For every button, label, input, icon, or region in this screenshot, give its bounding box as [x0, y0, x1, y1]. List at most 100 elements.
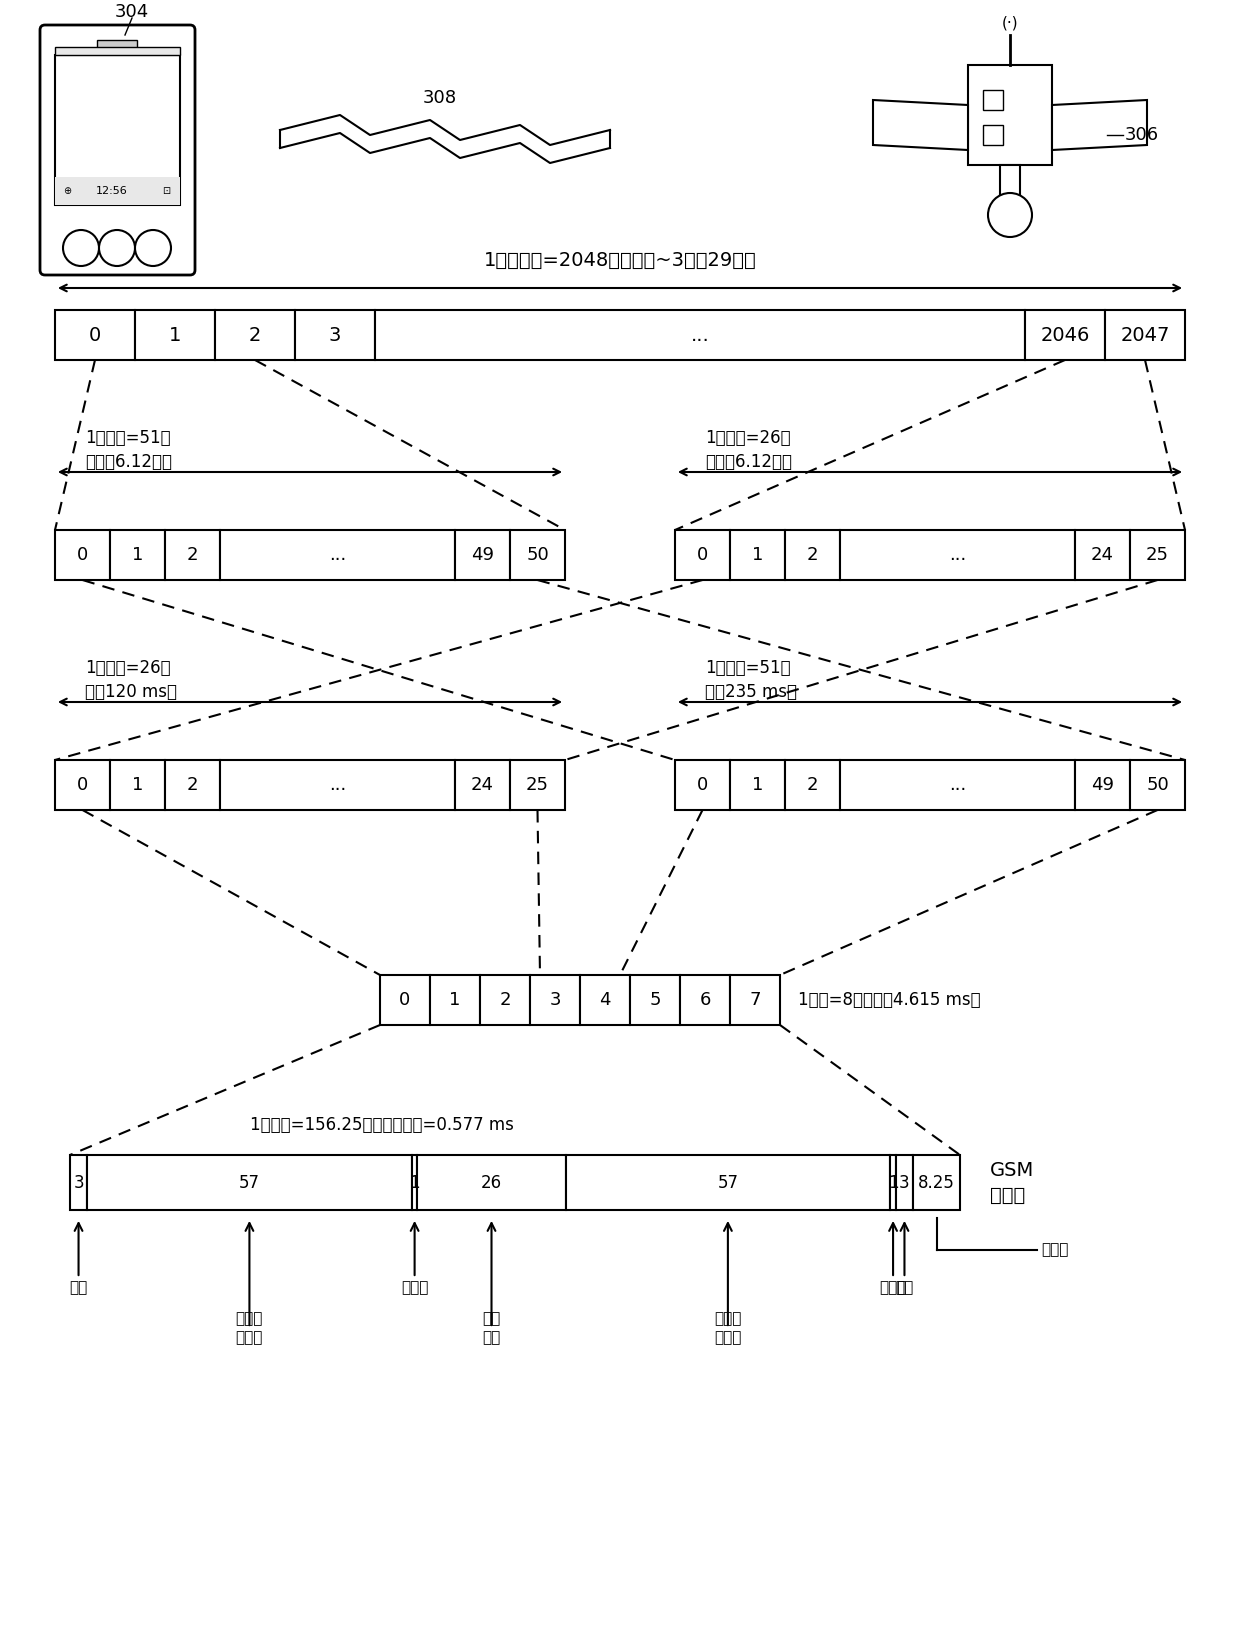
Bar [165, 530, 219, 580]
Text: 12:56: 12:56 [97, 187, 128, 196]
Bar [529, 976, 580, 1025]
Text: ...: ... [329, 546, 346, 565]
Text: 304: 304 [115, 3, 149, 21]
Bar [412, 1156, 418, 1210]
Text: 0: 0 [697, 776, 708, 794]
Bar [97, 40, 136, 48]
Bar [565, 1156, 890, 1210]
Text: ...: ... [949, 776, 966, 794]
Text: 26: 26 [481, 1174, 502, 1192]
Bar [69, 1156, 87, 1210]
Bar [1025, 310, 1105, 360]
Text: 3: 3 [329, 325, 341, 345]
Bar [510, 759, 565, 811]
Bar [219, 530, 455, 580]
Text: 2: 2 [807, 776, 818, 794]
Text: 1个超帧=26个
复帧（6.12秒）: 1个超帧=26个 复帧（6.12秒） [706, 429, 792, 471]
Text: 1: 1 [449, 991, 461, 1009]
Text: 译码加
密数据: 译码加 密数据 [714, 1311, 742, 1346]
Bar [897, 1156, 913, 1210]
Text: 4: 4 [599, 991, 611, 1009]
Text: 57: 57 [718, 1174, 738, 1192]
Text: 49: 49 [471, 546, 494, 565]
Text: 3: 3 [899, 1174, 910, 1192]
Text: ...: ... [329, 776, 346, 794]
Text: 49: 49 [1091, 776, 1114, 794]
Text: 7: 7 [749, 991, 761, 1009]
Text: (·): (·) [1002, 15, 1018, 30]
Text: 50: 50 [1146, 776, 1169, 794]
Text: 尾位: 尾位 [895, 1280, 914, 1294]
Bar [55, 54, 180, 205]
Text: 1: 1 [131, 776, 143, 794]
Text: 保护位: 保护位 [1042, 1243, 1069, 1258]
Bar [1075, 530, 1130, 580]
Text: 8.25: 8.25 [918, 1174, 955, 1192]
Circle shape [63, 229, 99, 266]
Bar [55, 759, 110, 811]
Bar [379, 976, 430, 1025]
Text: 译码加
密数据: 译码加 密数据 [236, 1311, 263, 1346]
Text: 尾位: 尾位 [69, 1280, 88, 1294]
Bar [55, 46, 180, 54]
Bar [55, 310, 135, 360]
Text: 308: 308 [423, 89, 458, 107]
Text: 2: 2 [187, 776, 198, 794]
Text: 1: 1 [169, 325, 181, 345]
Text: ...: ... [949, 546, 966, 565]
Text: 侵占位: 侵占位 [879, 1280, 906, 1294]
Circle shape [135, 229, 171, 266]
Text: 5: 5 [650, 991, 661, 1009]
Text: ...: ... [691, 325, 709, 345]
Bar [1130, 759, 1185, 811]
Text: 1: 1 [131, 546, 143, 565]
Bar [999, 165, 1021, 195]
Text: 1个超高帧=2048个超帧，~3小时29分钟: 1个超高帧=2048个超帧，~3小时29分钟 [484, 251, 756, 269]
Text: 3: 3 [549, 991, 560, 1009]
Bar [1075, 759, 1130, 811]
Bar [1130, 530, 1185, 580]
Text: 1: 1 [888, 1174, 899, 1192]
Bar [165, 759, 219, 811]
Bar [55, 177, 180, 205]
Text: 0: 0 [77, 546, 88, 565]
Text: 25: 25 [1146, 546, 1169, 565]
Bar [730, 759, 785, 811]
Bar [839, 759, 1075, 811]
Circle shape [99, 229, 135, 266]
Text: 25: 25 [526, 776, 549, 794]
Text: 1个复帧=26个
帧（120 ms）: 1个复帧=26个 帧（120 ms） [86, 659, 177, 700]
Bar [730, 530, 785, 580]
Bar [913, 1156, 960, 1210]
Bar [418, 1156, 565, 1210]
Bar [785, 530, 839, 580]
FancyBboxPatch shape [40, 25, 195, 276]
Bar [455, 759, 510, 811]
Text: 训练
序列: 训练 序列 [482, 1311, 501, 1346]
Text: 2046: 2046 [1040, 325, 1090, 345]
Text: 1个复帧=51个
帧（235 ms）: 1个复帧=51个 帧（235 ms） [706, 659, 797, 700]
Text: 1: 1 [751, 546, 763, 565]
Text: 24: 24 [471, 776, 494, 794]
Polygon shape [873, 101, 968, 150]
Text: 1: 1 [751, 776, 763, 794]
Circle shape [988, 193, 1032, 238]
Bar [983, 91, 1003, 111]
Text: 1个帧=8个时隙（4.615 ms）: 1个帧=8个时隙（4.615 ms） [799, 991, 981, 1009]
Text: ⊡: ⊡ [162, 187, 170, 196]
Bar [55, 530, 110, 580]
Text: GSM
帧格式: GSM 帧格式 [990, 1161, 1034, 1205]
Bar [785, 759, 839, 811]
Bar [480, 976, 529, 1025]
Text: 侵占位: 侵占位 [401, 1280, 428, 1294]
Text: 1个超帧=51个
复帧（6.12秒）: 1个超帧=51个 复帧（6.12秒） [86, 429, 172, 471]
Text: 6: 6 [699, 991, 711, 1009]
Bar [87, 1156, 412, 1210]
Text: 0: 0 [77, 776, 88, 794]
Bar [110, 759, 165, 811]
Text: 24: 24 [1091, 546, 1114, 565]
Text: 50: 50 [526, 546, 549, 565]
Polygon shape [1052, 101, 1147, 150]
Text: 0: 0 [399, 991, 410, 1009]
Bar [219, 759, 455, 811]
